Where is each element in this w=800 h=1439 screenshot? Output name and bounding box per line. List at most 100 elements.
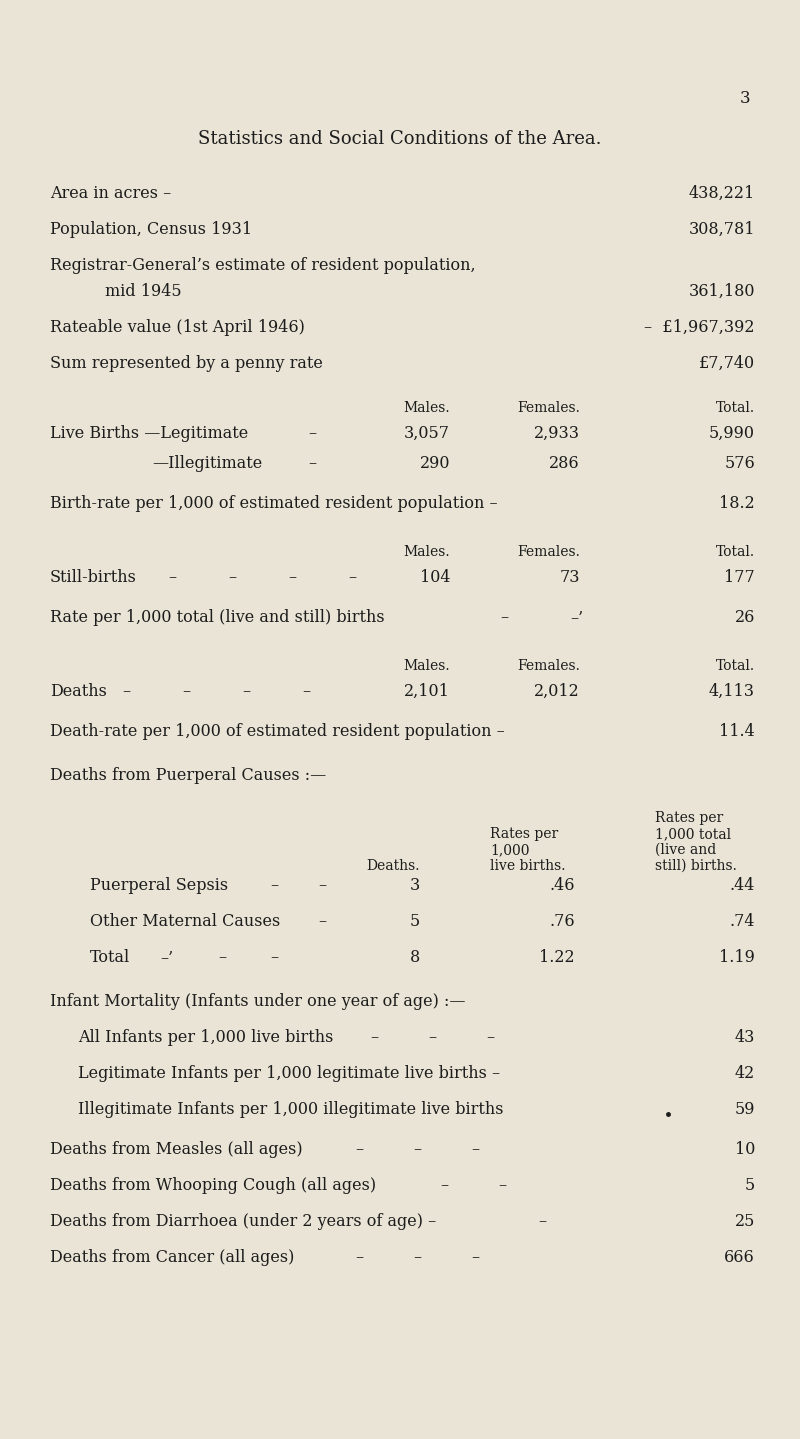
Text: 2,012: 2,012: [534, 684, 580, 699]
Text: 361,180: 361,180: [689, 283, 755, 299]
Text: 3: 3: [740, 91, 750, 106]
Text: 438,221: 438,221: [689, 186, 755, 201]
Text: Deaths: Deaths: [50, 684, 107, 699]
Text: Population, Census 1931: Population, Census 1931: [50, 222, 252, 237]
Text: Total: Total: [90, 948, 130, 966]
Text: 308,781: 308,781: [689, 222, 755, 237]
Text: 42: 42: [734, 1065, 755, 1082]
Text: Males.: Males.: [403, 659, 450, 673]
Text: .46: .46: [550, 876, 575, 894]
Text: –: –: [471, 1249, 479, 1266]
Text: Males.: Males.: [403, 401, 450, 414]
Text: Rates per: Rates per: [655, 812, 723, 825]
Text: –: –: [318, 876, 326, 894]
Text: £7,740: £7,740: [699, 355, 755, 373]
Text: Deaths from Measles (all ages): Deaths from Measles (all ages): [50, 1141, 302, 1158]
Text: –: –: [182, 684, 190, 699]
Text: –: –: [413, 1141, 421, 1158]
Text: –: –: [538, 1213, 546, 1230]
Text: –: –: [308, 425, 316, 442]
Text: –: –: [270, 876, 278, 894]
Text: .74: .74: [730, 912, 755, 930]
Text: Registrar-General’s estimate of resident population,: Registrar-General’s estimate of resident…: [50, 258, 476, 273]
Text: —Illegitimate: —Illegitimate: [152, 455, 262, 472]
Text: 1,000: 1,000: [490, 843, 530, 858]
Text: Rates per: Rates per: [490, 827, 558, 840]
Text: –’: –’: [570, 609, 583, 626]
Text: –: –: [228, 568, 236, 586]
Text: –: –: [428, 1029, 436, 1046]
Text: 10: 10: [734, 1141, 755, 1158]
Text: Females.: Females.: [517, 545, 580, 558]
Text: 1.22: 1.22: [539, 948, 575, 966]
Text: Sum represented by a penny rate: Sum represented by a penny rate: [50, 355, 323, 373]
Text: All Infants per 1,000 live births: All Infants per 1,000 live births: [78, 1029, 334, 1046]
Text: 11.4: 11.4: [719, 722, 755, 740]
Text: Birth-rate per 1,000 of estimated resident population –: Birth-rate per 1,000 of estimated reside…: [50, 495, 498, 512]
Text: 3,057: 3,057: [404, 425, 450, 442]
Text: 5,990: 5,990: [709, 425, 755, 442]
Text: –: –: [168, 568, 176, 586]
Text: Statistics and Social Conditions of the Area.: Statistics and Social Conditions of the …: [198, 130, 602, 148]
Text: Total.: Total.: [716, 545, 755, 558]
Text: Legitimate Infants per 1,000 legitimate live births –: Legitimate Infants per 1,000 legitimate …: [78, 1065, 500, 1082]
Text: 4,113: 4,113: [709, 684, 755, 699]
Text: Males.: Males.: [403, 545, 450, 558]
Text: Deaths from Diarrhoea (under 2 years of age) –: Deaths from Diarrhoea (under 2 years of …: [50, 1213, 436, 1230]
Text: Illegitimate Infants per 1,000 illegitimate live births: Illegitimate Infants per 1,000 illegitim…: [78, 1101, 503, 1118]
Text: –’: –’: [160, 948, 173, 966]
Text: –: –: [318, 912, 326, 930]
Text: 1,000 total: 1,000 total: [655, 827, 731, 840]
Text: still) births.: still) births.: [655, 859, 737, 873]
Text: 3: 3: [410, 876, 420, 894]
Text: 8: 8: [410, 948, 420, 966]
Text: –: –: [288, 568, 296, 586]
Text: –: –: [355, 1249, 363, 1266]
Text: 1.19: 1.19: [719, 948, 755, 966]
Text: 5: 5: [745, 1177, 755, 1194]
Text: Other Maternal Causes: Other Maternal Causes: [90, 912, 280, 930]
Text: –: –: [498, 1177, 506, 1194]
Text: –: –: [218, 948, 226, 966]
Text: Deaths from Puerperal Causes :—: Deaths from Puerperal Causes :—: [50, 767, 326, 784]
Text: Total.: Total.: [716, 401, 755, 414]
Text: Total.: Total.: [716, 659, 755, 673]
Text: –: –: [471, 1141, 479, 1158]
Text: 104: 104: [419, 568, 450, 586]
Text: Death-rate per 1,000 of estimated resident population –: Death-rate per 1,000 of estimated reside…: [50, 722, 505, 740]
Text: 73: 73: [559, 568, 580, 586]
Text: Deaths from Whooping Cough (all ages): Deaths from Whooping Cough (all ages): [50, 1177, 376, 1194]
Text: –  £1,967,392: – £1,967,392: [645, 319, 755, 335]
Text: Live Births —Legitimate: Live Births —Legitimate: [50, 425, 248, 442]
Text: 25: 25: [734, 1213, 755, 1230]
Text: .44: .44: [730, 876, 755, 894]
Text: Deaths.: Deaths.: [366, 859, 420, 873]
Text: mid 1945: mid 1945: [105, 283, 182, 299]
Text: .76: .76: [550, 912, 575, 930]
Text: 286: 286: [550, 455, 580, 472]
Text: Still-births: Still-births: [50, 568, 137, 586]
Text: Puerperal Sepsis: Puerperal Sepsis: [90, 876, 228, 894]
Text: 666: 666: [724, 1249, 755, 1266]
Text: 177: 177: [724, 568, 755, 586]
Text: 290: 290: [419, 455, 450, 472]
Text: –: –: [302, 684, 310, 699]
Text: –: –: [440, 1177, 448, 1194]
Text: –: –: [370, 1029, 378, 1046]
Text: 43: 43: [734, 1029, 755, 1046]
Text: (live and: (live and: [655, 843, 716, 858]
Text: –: –: [270, 948, 278, 966]
Text: 26: 26: [734, 609, 755, 626]
Text: 576: 576: [724, 455, 755, 472]
Text: –: –: [355, 1141, 363, 1158]
Text: –: –: [242, 684, 250, 699]
Text: Area in acres –: Area in acres –: [50, 186, 171, 201]
Text: Females.: Females.: [517, 659, 580, 673]
Text: Deaths from Cancer (all ages): Deaths from Cancer (all ages): [50, 1249, 294, 1266]
Text: Rate per 1,000 total (live and still) births: Rate per 1,000 total (live and still) bi…: [50, 609, 385, 626]
Text: –: –: [486, 1029, 494, 1046]
Text: –: –: [308, 455, 316, 472]
Text: Infant Mortality (Infants under one year of age) :—: Infant Mortality (Infants under one year…: [50, 993, 466, 1010]
Text: –: –: [413, 1249, 421, 1266]
Text: Rateable value (1st April 1946): Rateable value (1st April 1946): [50, 319, 305, 335]
